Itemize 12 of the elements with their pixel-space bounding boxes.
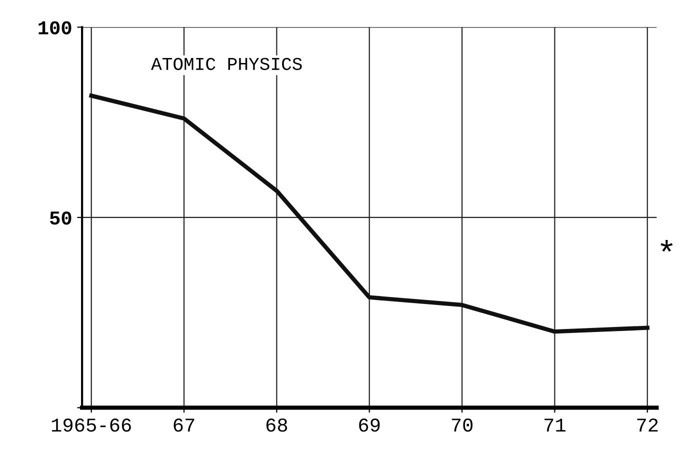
x-tick-label: 1965-66 — [52, 418, 131, 432]
x-tick-label: 67 — [174, 418, 194, 432]
x-tick-label: 72 — [637, 418, 658, 432]
line-series — [89, 94, 650, 334]
text: ATOMIC PHYSICS — [151, 58, 302, 70]
x-tick-label: 70 — [452, 418, 472, 432]
y-tick-label: 50 — [50, 211, 72, 225]
x-tick-label: 71 — [544, 418, 566, 432]
x-tick-label: 69 — [359, 418, 380, 432]
x-tick-label: 68 — [266, 418, 288, 432]
text: * — [660, 240, 673, 252]
y-tick-label: 100 — [38, 21, 72, 34]
